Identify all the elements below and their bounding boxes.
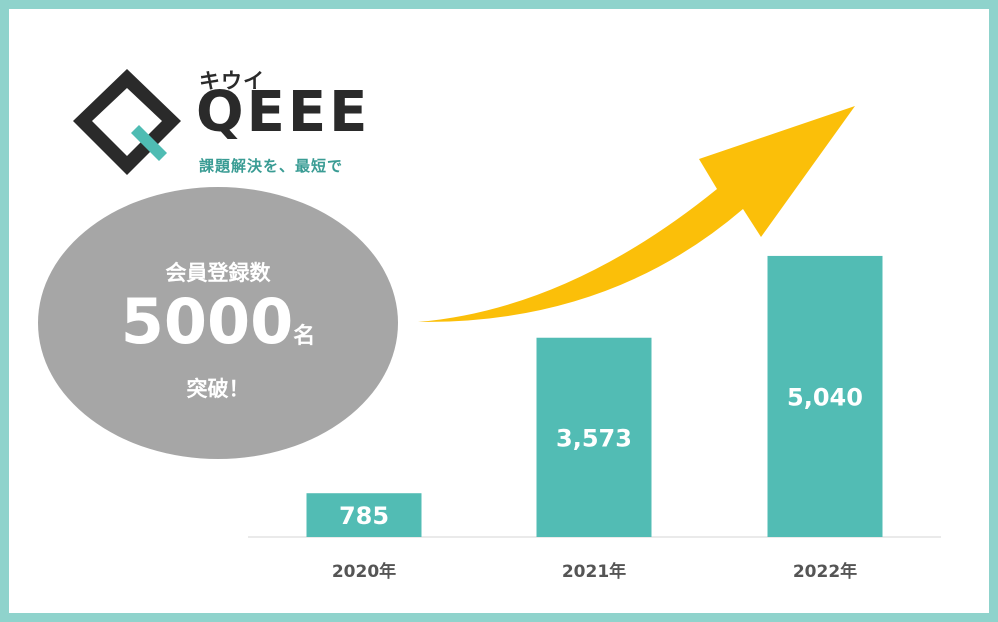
bar-2 (767, 255, 883, 537)
member-count-badge: 会員登録数 5000名 突破！ (38, 187, 398, 459)
bar-1 (536, 337, 652, 537)
qeee-logo-mark-icon (73, 69, 181, 175)
logo-tagline: 課題解決を、最短で (199, 157, 344, 175)
badge-caption: 突破！ (186, 377, 250, 401)
member-growth-chart: 785 2020年 3,573 2021年 5,040 2022年 (248, 106, 941, 582)
logo-kana: キウイ (199, 69, 265, 93)
category-label-1: 2021年 (562, 561, 626, 582)
category-label-0: 2020年 (332, 561, 396, 582)
bar-value-label-0: 785 (339, 502, 389, 530)
badge-label: 会員登録数 (165, 261, 271, 285)
badge-number-row: 5000名 (38, 291, 398, 353)
badge-number: 5000 (120, 285, 294, 358)
bar-value-label-2: 5,040 (787, 383, 863, 411)
bar-0 (306, 493, 422, 537)
category-label-2: 2022年 (793, 561, 857, 582)
logo-wordmark: QEEE (196, 80, 371, 145)
qeee-logo: キウイ QEEE 課題解決を、最短で (71, 63, 371, 193)
badge-unit: 名 (293, 324, 316, 349)
bar-value-label-1: 3,573 (556, 424, 632, 452)
growth-arrow-icon (418, 106, 855, 323)
